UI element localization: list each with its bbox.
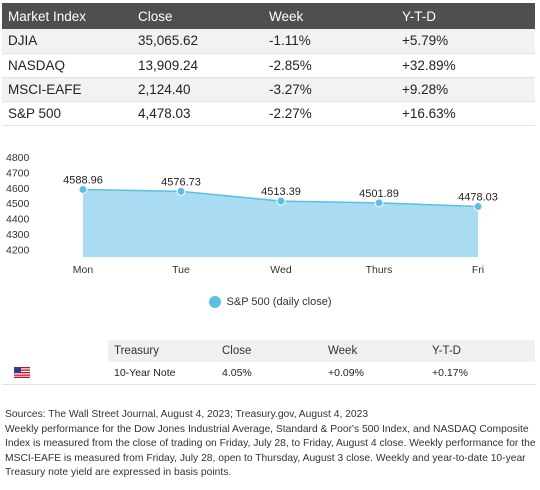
table-row: NASDAQ 13,909.24 -2.85% +32.89% xyxy=(2,53,535,78)
table-row: S&P 500 4,478.03 -2.27% +16.63% xyxy=(2,101,535,126)
index-ytd: +5.79% xyxy=(396,29,535,54)
data-point xyxy=(374,198,384,208)
data-label: 4576.73 xyxy=(161,176,201,188)
index-name: NASDAQ xyxy=(2,53,132,78)
y-tick-label: 4300 xyxy=(6,229,30,241)
index-close: 2,124.40 xyxy=(132,77,263,102)
table-row: DJIA 35,065.62 -1.11% +5.79% xyxy=(2,29,535,54)
index-ytd: +32.89% xyxy=(396,53,535,78)
x-axis: Mon Tue Wed Thurs Fri xyxy=(73,264,484,276)
data-point xyxy=(176,186,186,196)
treasury-table-header: Treasury Close Week Y-T-D xyxy=(2,340,535,362)
data-point xyxy=(78,184,88,194)
header-blank xyxy=(2,340,108,362)
market-table-header: Market Index Close Week Y-T-D xyxy=(2,3,535,29)
index-close: 13,909.24 xyxy=(132,53,263,78)
chart-legend: S&P 500 (daily close) xyxy=(0,296,540,309)
data-point xyxy=(276,196,286,206)
x-tick-label: Tue xyxy=(172,264,190,276)
table-row: MSCI-EAFE 2,124.40 -3.27% +9.28% xyxy=(2,77,535,102)
index-close: 4,478.03 xyxy=(132,101,263,126)
x-tick-label: Mon xyxy=(73,264,94,276)
y-tick-label: 4600 xyxy=(6,183,30,195)
index-week: -2.85% xyxy=(263,53,396,78)
legend-swatch-icon xyxy=(208,296,221,309)
index-ytd: +16.63% xyxy=(396,101,535,126)
header-close: Close xyxy=(216,340,322,362)
footer-notes: Sources: The Wall Street Journal, August… xyxy=(5,408,537,481)
y-tick-label: 4800 xyxy=(6,152,30,164)
y-tick-label: 4200 xyxy=(6,244,30,256)
index-name: S&P 500 xyxy=(2,101,132,126)
header-ytd: Y-T-D xyxy=(396,3,535,29)
header-treasury: Treasury xyxy=(108,340,216,362)
legend-label: S&P 500 (daily close) xyxy=(226,296,332,309)
index-name: MSCI-EAFE xyxy=(2,77,132,102)
header-week: Week xyxy=(263,3,396,29)
sources-text: Sources: The Wall Street Journal, August… xyxy=(5,409,369,420)
x-tick-label: Fri xyxy=(472,264,484,276)
x-tick-label: Wed xyxy=(270,264,292,276)
index-close: 35,065.62 xyxy=(132,29,263,54)
data-label: 4588.96 xyxy=(63,174,103,186)
us-flag-icon xyxy=(14,367,30,379)
index-week: -2.27% xyxy=(263,101,396,126)
index-week: -3.27% xyxy=(263,77,396,102)
treasury-table: Treasury Close Week Y-T-D 10-Year Note 4… xyxy=(2,340,535,385)
treasury-name: 10-Year Note xyxy=(108,362,216,385)
flag-cell xyxy=(2,362,108,385)
sp500-area-chart: 4200 4300 4400 4500 4600 4700 4800 4588.96 4576… xyxy=(6,152,498,276)
index-name: DJIA xyxy=(2,29,132,54)
treasury-close: 4.05% xyxy=(216,362,322,385)
data-points xyxy=(78,184,483,212)
y-tick-label: 4700 xyxy=(6,167,30,179)
index-ytd: +9.28% xyxy=(396,77,535,102)
header-market-index: Market Index xyxy=(2,3,132,29)
treasury-week: +0.09% xyxy=(322,362,426,385)
methodology-note: Weekly performance for the Dow Jones Ind… xyxy=(5,423,536,479)
header-ytd: Y-T-D xyxy=(426,340,535,362)
data-label: 4501.89 xyxy=(359,188,399,200)
data-point xyxy=(473,202,483,212)
x-tick-label: Thurs xyxy=(366,264,393,276)
data-label: 4513.39 xyxy=(261,186,301,198)
table-row: 10-Year Note 4.05% +0.09% +0.17% xyxy=(2,362,535,385)
y-tick-label: 4400 xyxy=(6,214,30,226)
treasury-ytd: +0.17% xyxy=(426,362,535,385)
index-week: -1.11% xyxy=(263,29,396,54)
data-label: 4478.03 xyxy=(458,192,498,204)
market-index-table: Market Index Close Week Y-T-D DJIA 35,06… xyxy=(2,3,535,126)
data-labels: 4588.96 4576.73 4513.39 4501.89 4478.03 xyxy=(63,174,498,203)
header-close: Close xyxy=(132,3,263,29)
header-week: Week xyxy=(322,340,426,362)
y-tick-label: 4500 xyxy=(6,198,30,210)
y-axis: 4200 4300 4400 4500 4600 4700 4800 xyxy=(6,152,30,256)
